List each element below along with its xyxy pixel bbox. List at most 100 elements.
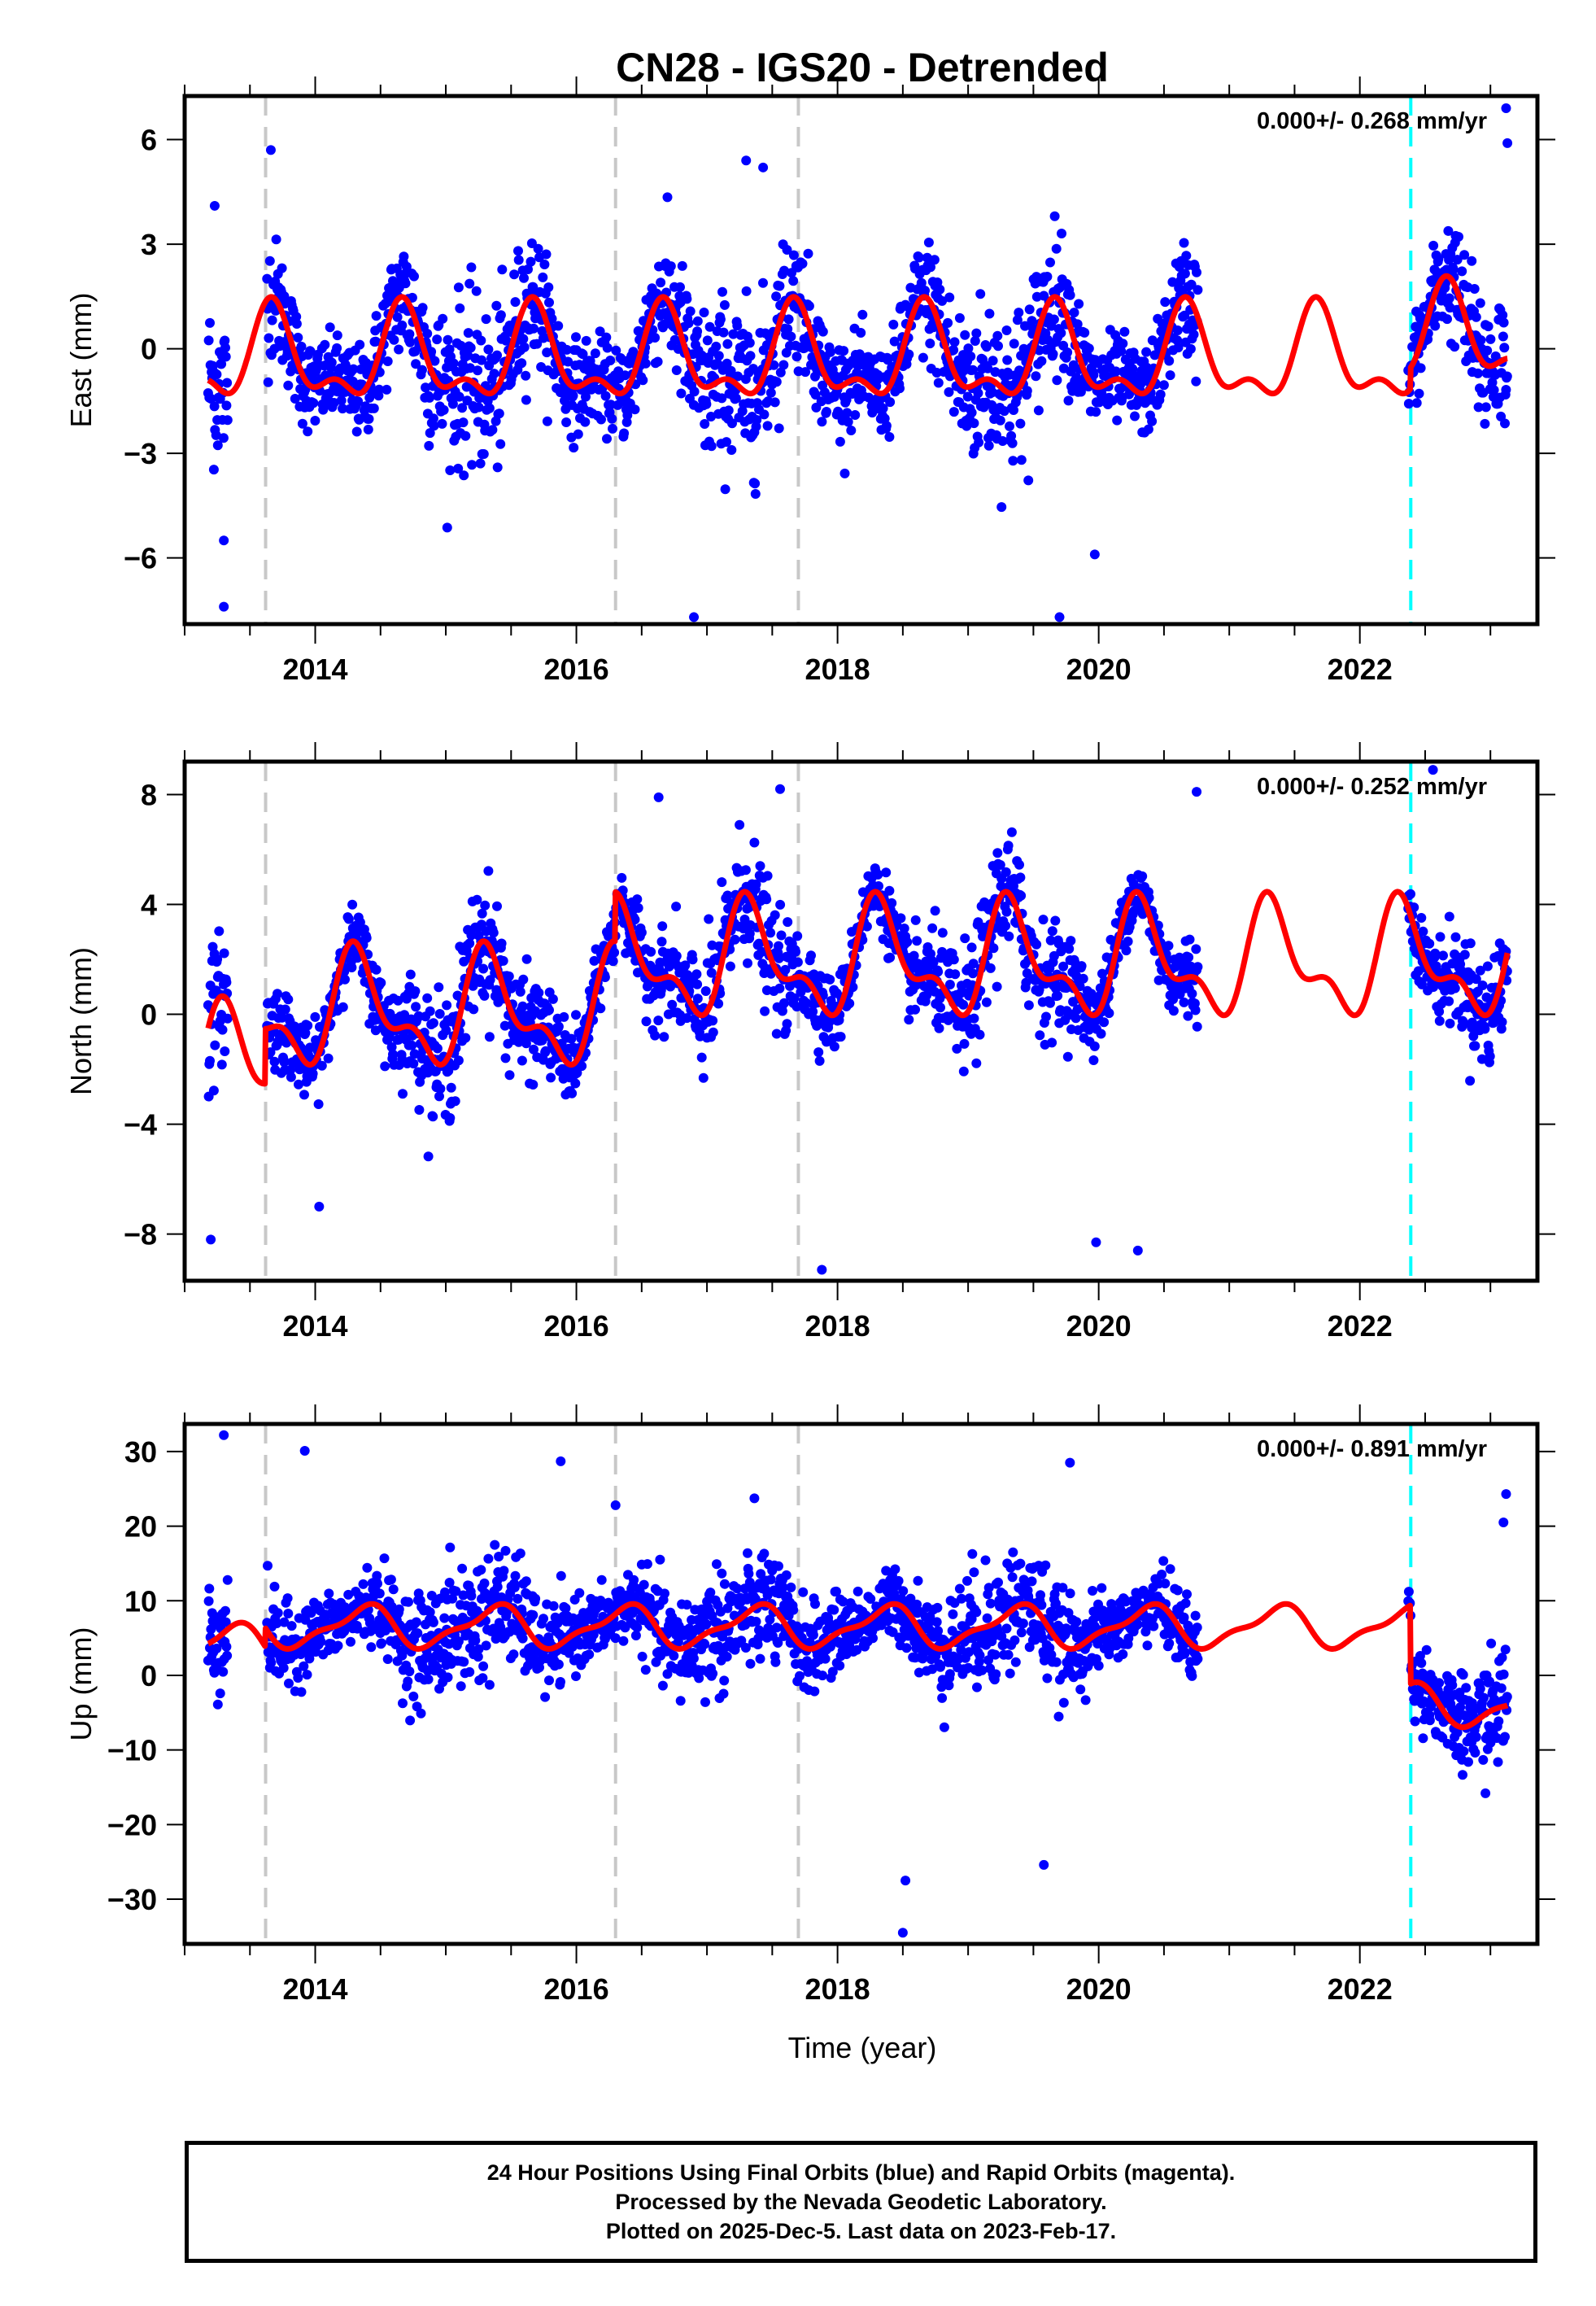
data-point [702,335,713,346]
data-point [1049,950,1059,961]
data-point [283,994,294,1005]
data-point [589,955,600,966]
data-point [884,885,895,896]
data-point [411,1617,421,1627]
data-point [394,1604,404,1614]
data-point [970,336,980,346]
data-point [630,404,640,415]
data-point [966,942,977,953]
data-point [757,946,767,957]
data-point [1430,321,1441,331]
data-point [1155,389,1166,400]
data-point [299,1661,309,1671]
data-point [371,964,382,975]
data-point [561,344,572,355]
data-point [595,1003,606,1014]
data-point [630,915,640,925]
x-tick-label: 2020 [1066,1309,1132,1343]
data-point [1184,952,1194,963]
data-point [1035,1030,1045,1041]
data-point [920,286,930,296]
data-point [504,971,514,981]
data-point [981,997,992,1007]
data-point [492,1582,503,1592]
data-point [1497,1017,1507,1027]
data-point [774,941,783,951]
data-point [438,404,449,415]
data-point [1001,867,1011,877]
data-point [277,263,287,273]
data-point [469,1004,479,1015]
data-point [262,273,273,284]
data-point [386,1042,397,1052]
data-point [464,278,475,289]
y-tick-label: 4 [141,889,157,922]
data-point [1009,338,1019,349]
data-point [713,998,724,1009]
data-point [499,1566,509,1576]
data-point [688,1653,699,1664]
data-point [968,365,978,375]
data-point [548,1601,559,1611]
data-point [408,1691,419,1701]
data-point [1187,989,1197,999]
data-point [682,1013,692,1024]
data-point [578,349,588,360]
data-point [1160,297,1171,308]
data-point [910,1004,920,1015]
data-point [676,388,687,399]
data-point [966,408,977,418]
data-point [899,924,909,933]
data-point [211,369,222,380]
data-point [1074,299,1084,309]
data-point [544,297,554,308]
data-point [700,1639,710,1649]
data-point [570,1078,581,1089]
data-point [596,414,606,425]
data-point [1415,363,1426,373]
data-point [792,957,803,967]
model-curve [205,889,1511,1087]
data-point [364,1618,375,1628]
data-point [652,356,663,367]
data-point [962,391,973,402]
data-point [1141,347,1152,357]
data-point [1168,1006,1179,1016]
data-point [574,1588,585,1598]
data-point [513,246,523,256]
data-point [556,1570,566,1581]
x-tick-label: 2022 [1328,1309,1393,1343]
data-point [1181,251,1192,261]
data-point [1164,356,1175,366]
data-point [1049,211,1060,221]
data-point [517,1633,528,1644]
data-point [933,967,944,977]
data-point [774,281,785,291]
data-point [310,416,321,426]
data-point [1057,229,1066,238]
data-point [1459,250,1470,260]
x-tick-label: 2020 [1066,653,1132,686]
data-point [399,251,409,262]
data-point [206,394,216,404]
data-point [373,1579,382,1589]
data-point [825,974,835,985]
data-point [868,1633,878,1644]
data-point [700,419,710,429]
data-point [755,861,765,871]
data-point [719,299,730,310]
data-point [286,1621,297,1631]
data-point [708,1015,718,1026]
data-point [1064,944,1075,954]
data-point [803,248,813,259]
data-point [542,347,552,358]
data-point [1078,973,1088,984]
data-point [263,1561,273,1571]
data-point [305,347,316,357]
data-point [786,1582,796,1592]
data-point [743,958,752,968]
data-point [560,1603,571,1614]
data-point [467,460,477,470]
data-point [412,1628,423,1639]
data-point [483,1553,494,1564]
